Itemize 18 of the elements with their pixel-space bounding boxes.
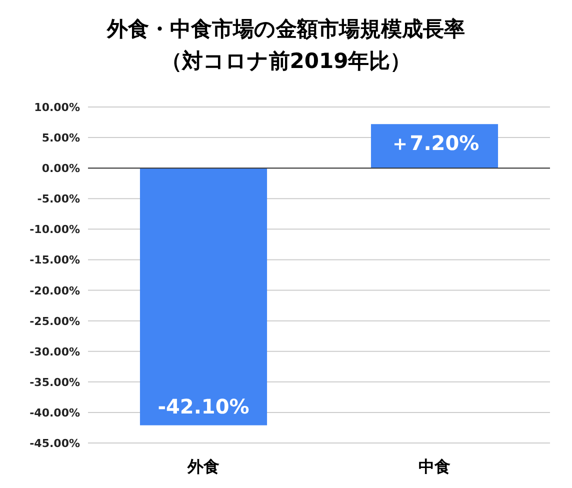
- y-tick-label: -5.00%: [37, 192, 80, 206]
- y-tick-label: 10.00%: [34, 101, 80, 114]
- x-tick-label: 外食: [186, 457, 220, 476]
- x-tick-label: 中食: [418, 457, 450, 476]
- chart-subtitle: （対コロナ前2019年比）: [160, 49, 412, 73]
- y-tick-label: -15.00%: [30, 254, 80, 267]
- y-tick-label: 5.00%: [42, 132, 80, 145]
- y-tick-label: -35.00%: [30, 376, 80, 389]
- y-tick-label: -25.00%: [30, 314, 80, 328]
- y-tick-label: -30.00%: [30, 345, 80, 358]
- y-tick-label: -45.00%: [30, 437, 80, 450]
- data-label: ＋7.20%: [390, 131, 480, 156]
- data-label: -42.10%: [158, 394, 250, 418]
- y-tick-label: -20.00%: [30, 284, 80, 298]
- y-tick-label: 0.00%: [42, 162, 80, 176]
- y-tick-label: -10.00%: [30, 223, 80, 236]
- chart-title: 外食・中食市場の金額市場規模成長率: [106, 17, 465, 41]
- y-tick-label: -40.00%: [30, 406, 80, 420]
